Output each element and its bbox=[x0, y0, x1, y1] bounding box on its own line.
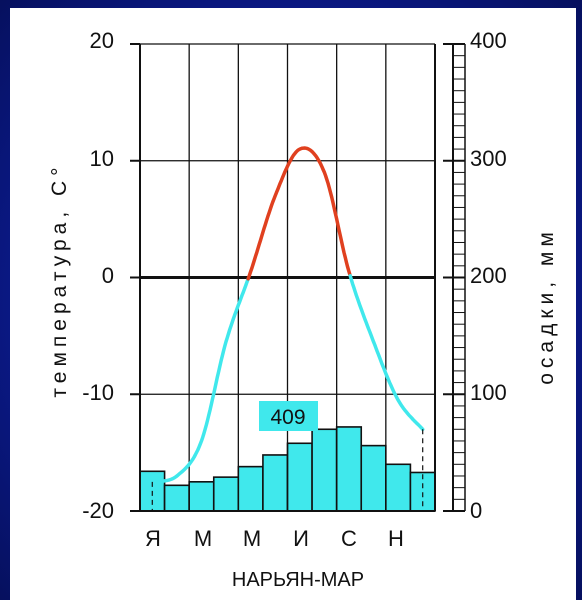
annotation-label: 409 bbox=[270, 406, 305, 429]
y-left-tick-label: 0 bbox=[102, 263, 114, 288]
precipitation-bar bbox=[262, 454, 289, 512]
x-month-labels: Я М М И С Н bbox=[145, 526, 404, 551]
month-label: Н bbox=[388, 526, 404, 551]
precipitation-bar bbox=[335, 426, 363, 512]
precipitation-bar bbox=[360, 444, 387, 512]
y-left-label: температура, С° bbox=[48, 162, 71, 397]
y-left-tick-label: -10 bbox=[82, 380, 114, 405]
y-left-tick-label: -20 bbox=[82, 498, 114, 523]
chart-panel: температура, С° осадки, мм 20 10 0 -10 -… bbox=[10, 8, 576, 600]
month-label: И bbox=[293, 526, 309, 551]
y-left-tick-label: 10 bbox=[90, 146, 114, 171]
precipitation-bar bbox=[385, 463, 412, 512]
precipitation-bar bbox=[212, 476, 240, 512]
precipitation-bar bbox=[163, 484, 190, 512]
precipitation-bar bbox=[286, 442, 313, 512]
month-label: М bbox=[243, 526, 261, 551]
y-right-tick-label: 200 bbox=[470, 263, 507, 288]
precipitation-bar bbox=[237, 465, 264, 512]
y-right-label: осадки, мм bbox=[535, 227, 558, 385]
annotation-box bbox=[259, 401, 318, 431]
month-label: Я bbox=[145, 526, 161, 551]
y-right-tick-label: 100 bbox=[470, 380, 507, 405]
temperature-line-cold bbox=[348, 274, 425, 432]
precipitation-bar bbox=[188, 481, 215, 512]
month-label: С bbox=[341, 526, 357, 551]
climatogram-chart: температура, С° осадки, мм 20 10 0 -10 -… bbox=[48, 28, 558, 591]
y-right-tick-label: 400 bbox=[470, 28, 507, 53]
plot-area bbox=[130, 43, 466, 512]
precipitation-bar bbox=[311, 428, 338, 512]
y-right-tick-label: 0 bbox=[470, 498, 482, 523]
temperature-line-cold bbox=[150, 277, 250, 484]
y-left-tick-label: 20 bbox=[90, 28, 114, 53]
y-right-tick-labels: 400 300 200 100 0 bbox=[470, 28, 507, 523]
temperature-line-warm bbox=[246, 146, 352, 281]
y-right-tick-label: 300 bbox=[470, 146, 507, 171]
y-left-tick-labels: 20 10 0 -10 -20 bbox=[82, 28, 114, 523]
chart-title: НАРЬЯН-МАР bbox=[232, 569, 364, 591]
month-label: М bbox=[194, 526, 212, 551]
